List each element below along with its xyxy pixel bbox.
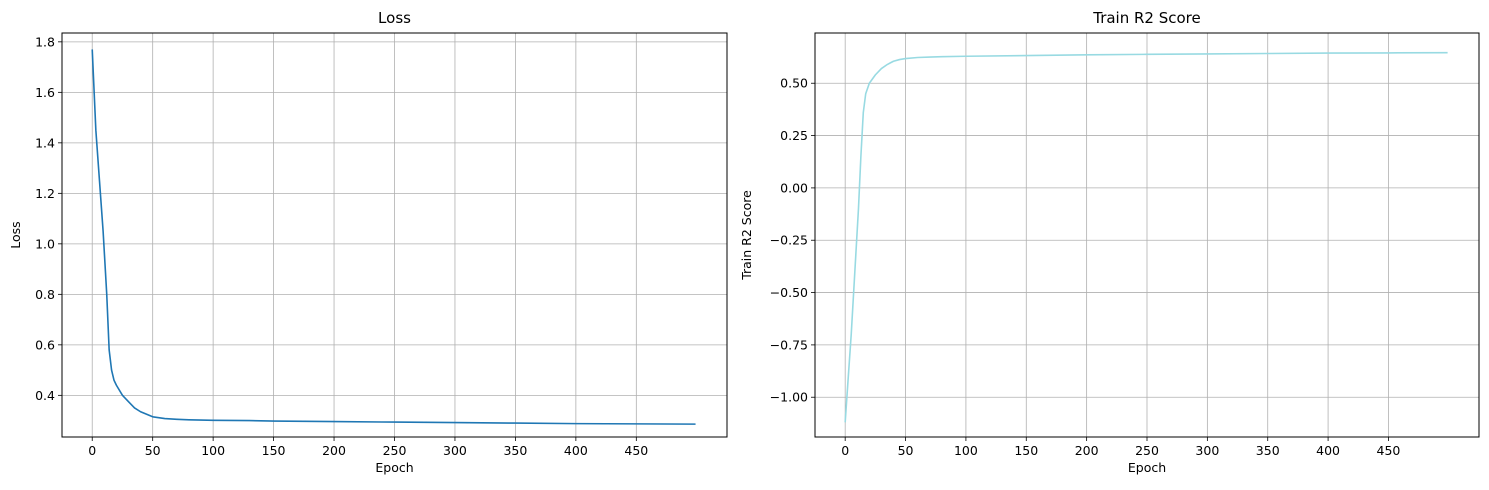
x-tick-label: 350 (1256, 443, 1280, 458)
y-tick-label: 1.4 (35, 135, 55, 150)
y-tick-label: 1.2 (35, 186, 55, 201)
x-tick-label: 400 (1316, 443, 1340, 458)
y-axis-label: Loss (8, 221, 23, 248)
x-tick-label: 50 (898, 443, 914, 458)
y-tick-label: 0.4 (35, 388, 55, 403)
chart-title: Loss (378, 9, 411, 27)
y-tick-label: 0.8 (35, 287, 55, 302)
chart-title: Train R2 Score (1092, 9, 1201, 27)
x-tick-label: 300 (1195, 443, 1219, 458)
x-tick-label: 250 (1135, 443, 1159, 458)
x-tick-label: 300 (443, 443, 467, 458)
x-tick-label: 0 (841, 443, 849, 458)
x-tick-label: 250 (383, 443, 407, 458)
x-tick-label: 150 (262, 443, 286, 458)
y-tick-label: 0.25 (780, 128, 808, 143)
y-tick-label: −1.00 (770, 390, 808, 405)
x-tick-label: 150 (1014, 443, 1038, 458)
y-tick-label: 0.6 (35, 337, 55, 352)
x-tick-label: 200 (322, 443, 346, 458)
loss-chart: 0 50 100 150 200 250 300 350 400 450 0.4 0.6 0.8 1.0 1… (8, 9, 728, 475)
y-tick-label: 1.6 (35, 85, 55, 100)
x-tick-label: 450 (624, 443, 648, 458)
x-tick-label: 0 (88, 443, 96, 458)
x-tick-label: 200 (1075, 443, 1099, 458)
x-axis-label: Epoch (375, 460, 413, 475)
x-tick-label: 350 (503, 443, 527, 458)
y-tick-label: −0.25 (770, 233, 808, 248)
x-axis-label: Epoch (1128, 460, 1166, 475)
y-tick-label: 1.0 (35, 236, 55, 251)
x-tick-label: 100 (954, 443, 978, 458)
y-tick-label: 0.00 (780, 180, 808, 195)
y-axis-label: Train R2 Score (739, 190, 754, 281)
y-tick-label: 1.8 (35, 34, 55, 49)
x-tick-label: 100 (201, 443, 225, 458)
x-tick-label: 50 (145, 443, 161, 458)
series-line (844, 51, 1448, 423)
y-tick-label: 0.50 (780, 76, 808, 91)
series-line (91, 49, 696, 425)
y-tick-label: −0.50 (770, 285, 808, 300)
train-r2-score-chart: 0 50 100 150 200 250 300 350 400 450 −1.00 −0.75 −0.… (739, 9, 1480, 475)
y-tick-label: −0.75 (770, 337, 808, 352)
x-tick-label: 450 (1377, 443, 1401, 458)
x-tick-label: 400 (564, 443, 588, 458)
